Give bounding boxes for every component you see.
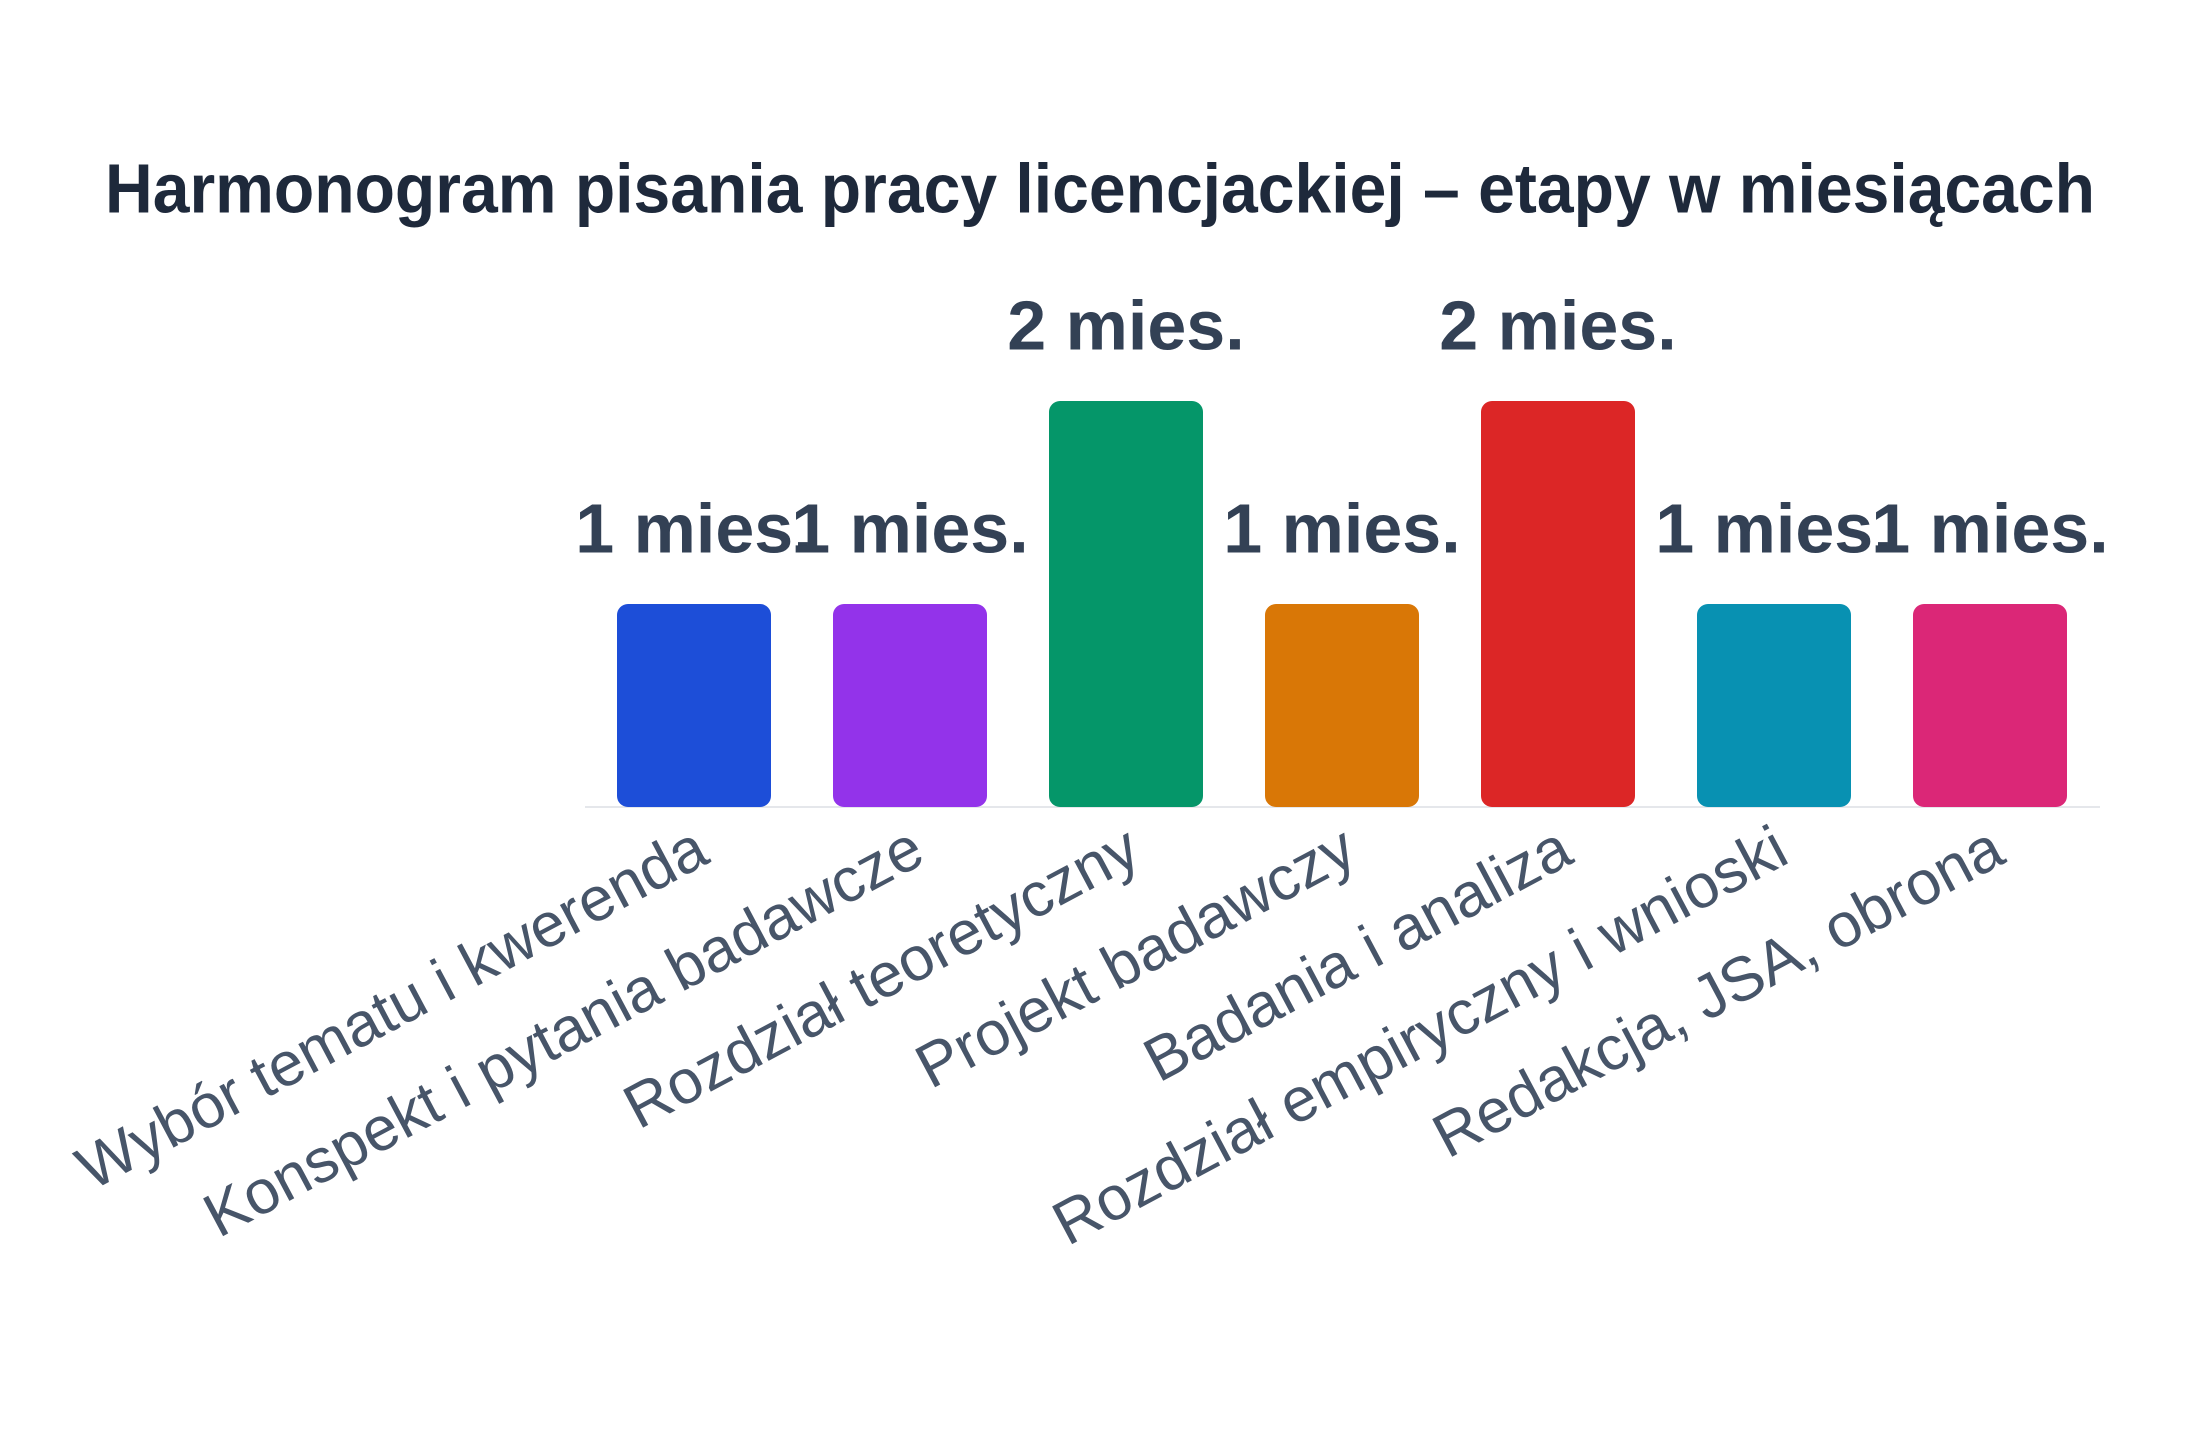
value-label: 1 mies. <box>791 489 1028 567</box>
bar <box>1049 401 1203 807</box>
bar <box>1697 604 1851 807</box>
bar <box>833 604 987 807</box>
bar <box>617 604 771 807</box>
chart-title: Harmonogram pisania pracy licencjackiej … <box>105 149 2095 227</box>
value-label: 1 mies. <box>575 489 812 567</box>
bar <box>1265 604 1419 807</box>
value-label: 1 mies. <box>1655 489 1892 567</box>
value-label: 2 mies. <box>1439 286 1676 364</box>
bar <box>1913 604 2067 807</box>
bar <box>1481 401 1635 807</box>
value-label: 1 mies. <box>1223 489 1460 567</box>
value-label: 1 mies. <box>1871 489 2108 567</box>
value-label: 2 mies. <box>1007 286 1244 364</box>
